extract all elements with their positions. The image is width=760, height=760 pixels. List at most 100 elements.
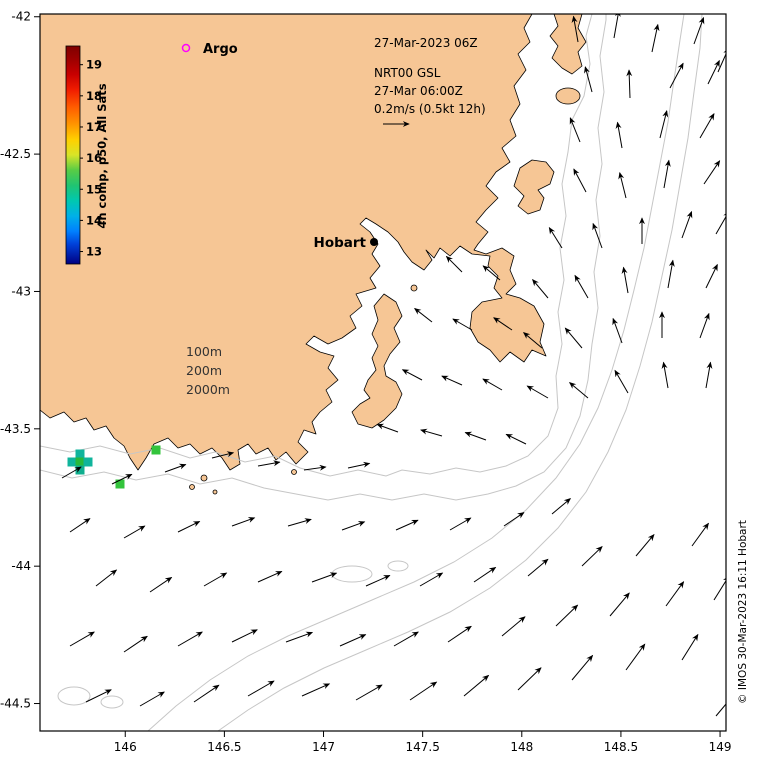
colorbar-gradient — [65, 45, 81, 265]
current-arrow — [665, 581, 685, 607]
x-axis: 146 146.5 147 147.5 148 148.5 149 — [114, 731, 732, 754]
argo-label: Argo — [203, 42, 238, 57]
obs-square — [151, 445, 161, 455]
current-arrow — [569, 117, 581, 143]
current-arrow — [347, 461, 371, 469]
current-arrow — [615, 121, 623, 149]
y-tick-label: -44 — [11, 559, 31, 573]
bathymetry-contour-200m — [40, 14, 607, 501]
bathymetry-loop-4 — [387, 560, 409, 572]
current-arrow — [609, 592, 630, 617]
current-arrow — [449, 517, 472, 531]
x-tick-label: 146.5 — [207, 740, 241, 754]
x-tick-label: 147 — [312, 740, 335, 754]
current-arrow — [111, 473, 133, 485]
current-arrow — [473, 567, 497, 583]
current-arrow — [564, 327, 583, 349]
current-arrow — [395, 519, 419, 531]
colorbar-label: 4h comp, p50, All Sats — [95, 83, 109, 228]
current-arrow — [339, 634, 367, 647]
current-arrow — [555, 604, 579, 627]
x-tick-label: 147.5 — [405, 740, 439, 754]
current-arrow — [447, 625, 472, 643]
current-arrow — [445, 255, 463, 273]
peninsula-freycinet — [549, 14, 587, 75]
current-arrow — [569, 382, 589, 399]
current-arrow — [123, 525, 146, 539]
current-arrow — [571, 15, 579, 43]
island-bruny — [351, 293, 403, 429]
current-arrow — [211, 451, 235, 459]
islet-south-4 — [212, 489, 218, 495]
depth-legend: 100m 200m 2000m — [186, 344, 230, 397]
current-arrow — [257, 570, 283, 583]
x-tick-label: 146 — [114, 740, 137, 754]
current-arrow — [452, 318, 473, 331]
islet-south-3 — [291, 469, 297, 475]
obs-square — [115, 479, 125, 489]
current-arrow — [355, 684, 383, 701]
bathymetry-layer — [40, 14, 703, 731]
current-arrow — [651, 23, 660, 53]
current-arrow — [365, 574, 391, 587]
current-arrow — [613, 14, 621, 39]
current-arrow — [571, 654, 594, 681]
current-arrow — [231, 517, 256, 527]
current-arrow — [713, 575, 726, 601]
current-arrow — [523, 332, 543, 349]
annotation-vector-scale: 0.2m/s (0.5kt 12h) — [374, 102, 486, 116]
current-arrow — [95, 569, 118, 587]
current-arrow — [419, 572, 444, 587]
current-vector-arrows — [61, 14, 726, 717]
current-arrow — [164, 463, 187, 473]
current-arrow — [705, 263, 718, 289]
bathymetry-contour-100m — [40, 14, 593, 477]
hobart-marker — [370, 238, 378, 246]
current-arrow — [341, 521, 366, 531]
y-axis: -42 -42.5 -43 -43.5 -44 -44.5 — [0, 10, 40, 711]
current-arrow — [463, 674, 490, 697]
current-arrow — [203, 572, 228, 587]
current-arrow — [517, 667, 542, 691]
island-maria — [513, 159, 555, 215]
current-arrow — [707, 59, 720, 85]
current-arrow — [532, 279, 549, 299]
land-layer — [40, 14, 587, 495]
current-arrow — [493, 317, 513, 331]
y-tick-label: -43.5 — [0, 422, 31, 436]
current-arrow — [548, 226, 563, 249]
current-arrow — [663, 159, 671, 189]
current-arrow — [287, 518, 312, 527]
y-tick-label: -42.5 — [0, 147, 31, 161]
current-arrow — [635, 533, 655, 557]
colorbar-tick-label: 16 — [86, 151, 102, 165]
obs-square — [75, 449, 85, 459]
argo-marker-icon — [181, 43, 191, 53]
y-tick-label: -42 — [11, 10, 31, 24]
current-arrow — [661, 361, 669, 389]
hobart-label: Hobart — [314, 235, 367, 251]
current-arrow — [482, 265, 501, 281]
current-arrow — [626, 69, 633, 99]
islet-south-1 — [200, 474, 208, 482]
plot-frame — [39, 13, 727, 732]
islet-betsey — [410, 284, 418, 292]
current-arrow — [659, 110, 669, 139]
current-arrow — [614, 369, 629, 394]
x-tick-label: 148 — [510, 740, 533, 754]
current-arrow — [401, 369, 423, 381]
bathymetry-contour-2000m-a — [147, 14, 685, 731]
current-arrow — [583, 66, 593, 93]
current-arrow — [526, 385, 549, 399]
current-arrow — [85, 689, 112, 703]
current-arrow — [69, 518, 91, 533]
current-arrow — [527, 558, 549, 577]
current-arrow — [592, 222, 603, 249]
depth-legend-100m: 100m — [186, 344, 222, 359]
current-arrow — [581, 545, 603, 567]
current-arrow — [667, 259, 675, 289]
current-arrow — [464, 431, 487, 441]
current-arrow — [503, 512, 525, 527]
